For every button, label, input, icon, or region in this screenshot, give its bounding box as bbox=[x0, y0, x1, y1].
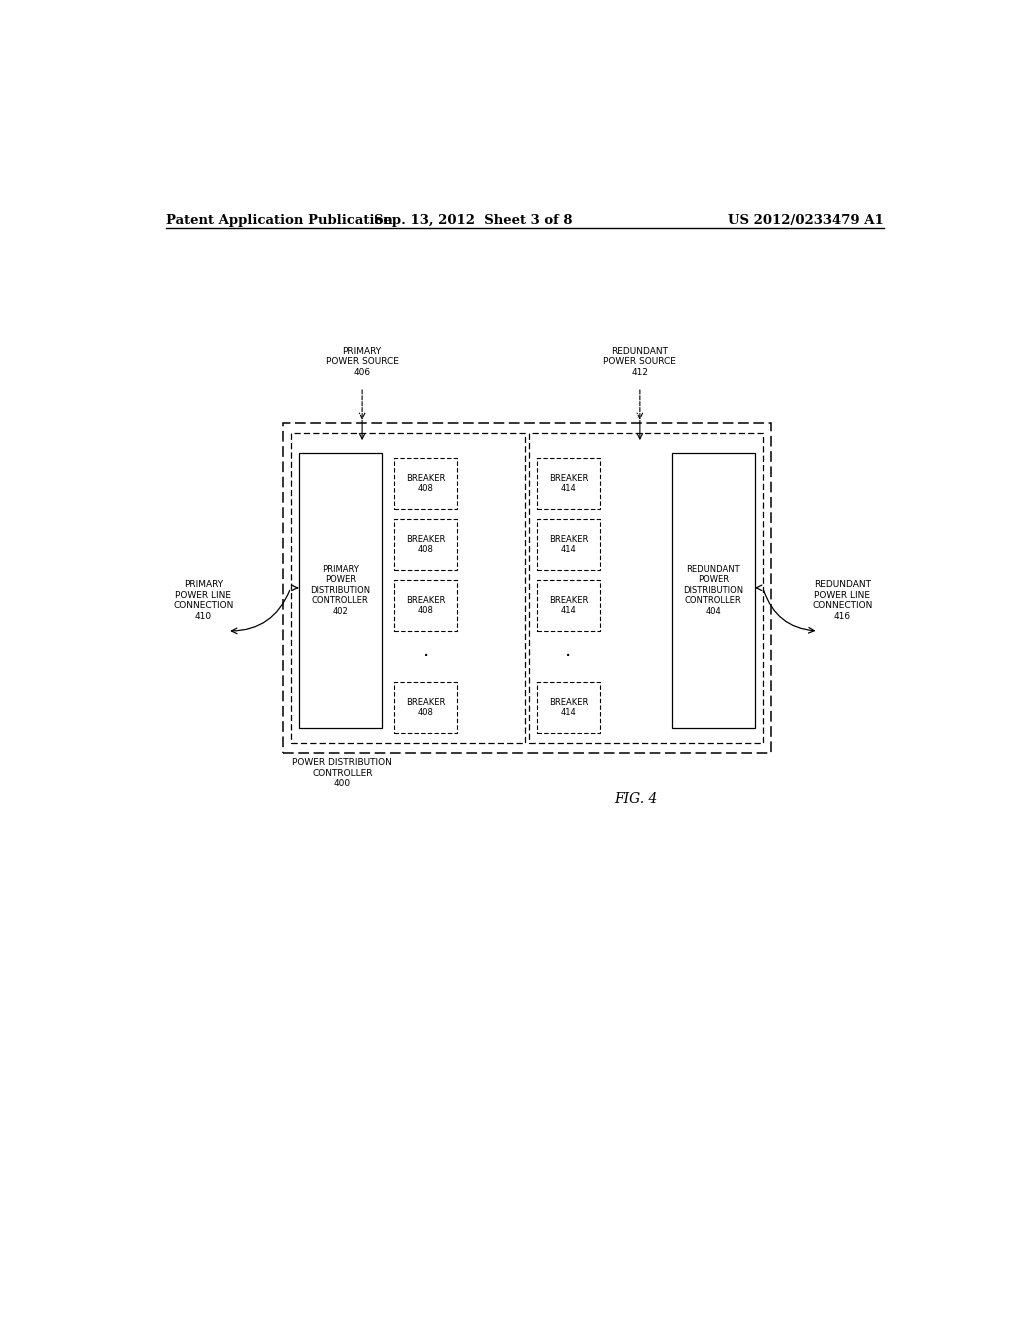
Text: BREAKER
414: BREAKER 414 bbox=[549, 697, 588, 717]
Bar bbox=[528, 433, 763, 743]
Text: Patent Application Publication: Patent Application Publication bbox=[166, 214, 393, 227]
Text: BREAKER
408: BREAKER 408 bbox=[406, 474, 445, 494]
Bar bbox=[394, 581, 458, 631]
Text: BREAKER
414: BREAKER 414 bbox=[549, 595, 588, 615]
Bar bbox=[537, 682, 600, 733]
Text: BREAKER
414: BREAKER 414 bbox=[549, 474, 588, 494]
Bar bbox=[394, 458, 458, 510]
Bar bbox=[672, 453, 755, 727]
Text: BREAKER
414: BREAKER 414 bbox=[549, 535, 588, 554]
Text: POWER DISTRIBUTION
CONTROLLER
400: POWER DISTRIBUTION CONTROLLER 400 bbox=[292, 759, 392, 788]
Text: REDUNDANT
POWER LINE
CONNECTION
416: REDUNDANT POWER LINE CONNECTION 416 bbox=[812, 581, 872, 620]
Bar bbox=[299, 453, 382, 727]
Bar bbox=[394, 682, 458, 733]
Text: REDUNDANT
POWER SOURCE
412: REDUNDANT POWER SOURCE 412 bbox=[603, 347, 676, 376]
Text: Sep. 13, 2012  Sheet 3 of 8: Sep. 13, 2012 Sheet 3 of 8 bbox=[374, 214, 572, 227]
Text: PRIMARY
POWER
DISTRIBUTION
CONTROLLER
402: PRIMARY POWER DISTRIBUTION CONTROLLER 40… bbox=[310, 565, 371, 615]
Bar bbox=[283, 422, 771, 752]
Bar bbox=[291, 433, 525, 743]
Text: PRIMARY
POWER LINE
CONNECTION
410: PRIMARY POWER LINE CONNECTION 410 bbox=[173, 581, 233, 620]
Text: US 2012/0233479 A1: US 2012/0233479 A1 bbox=[728, 214, 884, 227]
Text: ·: · bbox=[565, 647, 571, 665]
Bar bbox=[537, 458, 600, 510]
Text: BREAKER
408: BREAKER 408 bbox=[406, 595, 445, 615]
Text: REDUNDANT
POWER
DISTRIBUTION
CONTROLLER
404: REDUNDANT POWER DISTRIBUTION CONTROLLER … bbox=[683, 565, 743, 615]
Text: PRIMARY
POWER SOURCE
406: PRIMARY POWER SOURCE 406 bbox=[326, 347, 398, 376]
Text: ·: · bbox=[423, 647, 429, 665]
Bar bbox=[537, 581, 600, 631]
Text: BREAKER
408: BREAKER 408 bbox=[406, 535, 445, 554]
Text: FIG. 4: FIG. 4 bbox=[614, 792, 657, 805]
Bar bbox=[537, 519, 600, 570]
Bar bbox=[394, 519, 458, 570]
Text: BREAKER
408: BREAKER 408 bbox=[406, 697, 445, 717]
